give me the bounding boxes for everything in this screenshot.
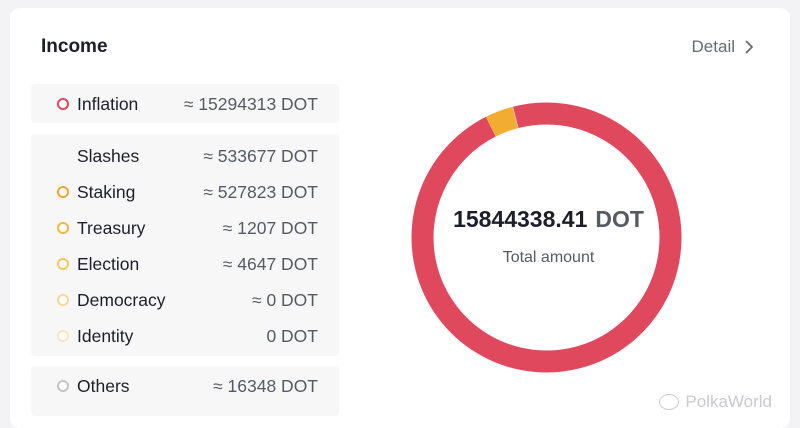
item-value: 0 DOT xyxy=(266,325,318,346)
total-amount-unit: DOT xyxy=(595,206,644,232)
item-value: ≈ 527823 DOT xyxy=(203,181,318,202)
list-item: Election ≈ 4647 DOT xyxy=(31,246,339,282)
card-title: Income xyxy=(41,36,108,57)
watermark-text: PolkaWorld xyxy=(685,392,772,411)
donut-slice-others[interactable] xyxy=(408,99,685,376)
total-amount-label: Total amount xyxy=(502,249,595,266)
staking-dot-icon xyxy=(57,186,69,198)
donut-slice-slashes[interactable] xyxy=(408,99,685,376)
inflation-dot-icon xyxy=(57,98,69,110)
item-label: Identity xyxy=(77,325,134,346)
donut-slice-inflation[interactable] xyxy=(408,99,685,376)
item-value: ≈ 1207 DOT xyxy=(222,217,318,238)
item-value: ≈ 533677 DOT xyxy=(203,145,318,166)
income-group-inflation: Inflation ≈ 15294313 DOT xyxy=(31,84,339,123)
list-item: Staking ≈ 527823 DOT xyxy=(31,174,339,210)
item-value: ≈ 16348 DOT xyxy=(213,375,318,396)
others-dot-icon xyxy=(57,380,69,392)
list-item: Slashes ≈ 533677 DOT xyxy=(31,138,339,174)
detail-label: Detail xyxy=(691,37,735,56)
election-dot-icon xyxy=(57,258,69,270)
item-value: ≈ 4647 DOT xyxy=(222,253,318,274)
list-item: Identity 0 DOT xyxy=(31,318,339,354)
income-group-others: Others ≈ 16348 DOT xyxy=(31,366,339,416)
income-donut-chart xyxy=(408,99,685,376)
item-label: Inflation xyxy=(77,93,139,114)
list-item: Others ≈ 16348 DOT xyxy=(31,368,339,404)
total-amount: 15844338.41 DOT xyxy=(440,206,657,233)
item-label: Others xyxy=(77,375,130,396)
list-item: Democracy ≈ 0 DOT xyxy=(31,282,339,318)
item-value: ≈ 0 DOT xyxy=(251,289,318,310)
treasury-dot-icon xyxy=(57,222,69,234)
item-value: ≈ 15294313 DOT xyxy=(183,93,318,114)
identity-dot-icon xyxy=(57,330,69,342)
wechat-icon xyxy=(659,394,680,410)
total-amount-value: 15844338.41 xyxy=(453,206,588,232)
item-label: Democracy xyxy=(77,289,166,310)
donut-svg xyxy=(408,99,685,376)
item-label: Election xyxy=(77,253,140,274)
item-label: Treasury xyxy=(77,217,146,238)
income-group-slashes: Slashes ≈ 533677 DOT Staking ≈ 527823 DO… xyxy=(31,134,339,356)
item-label: Slashes xyxy=(77,145,140,166)
list-item: Inflation ≈ 15294313 DOT xyxy=(31,86,339,122)
democracy-dot-icon xyxy=(57,294,69,306)
list-item: Treasury ≈ 1207 DOT xyxy=(31,210,339,246)
detail-link[interactable]: Detail xyxy=(692,37,754,57)
chevron-right-icon xyxy=(745,40,753,54)
watermark: PolkaWorld xyxy=(659,392,772,412)
item-label: Staking xyxy=(77,181,136,202)
